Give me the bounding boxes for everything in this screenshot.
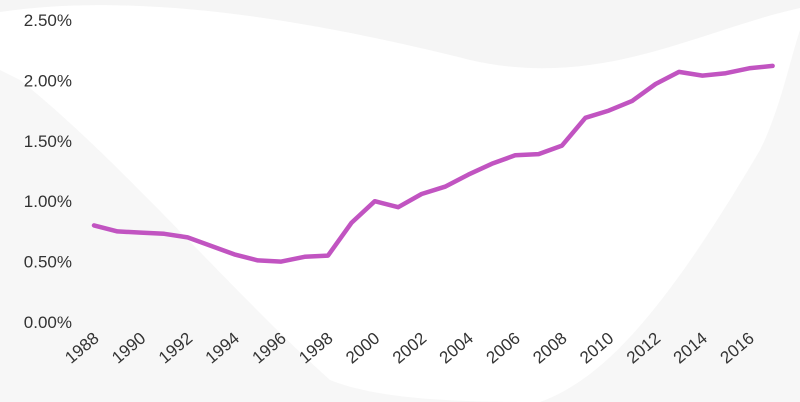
y-tick-label: 0.00%: [24, 313, 72, 332]
x-axis: 1988 1990 1992 1994 1996 1998 2000 2002 2004 2006…: [61, 329, 757, 368]
x-tick-label: 2002: [389, 329, 430, 368]
y-tick-label: 1.00%: [24, 192, 72, 211]
x-tick-label: 1998: [295, 329, 336, 368]
x-tick-label: 2008: [529, 329, 570, 368]
x-tick-label: 2004: [436, 329, 477, 368]
y-tick-label: 2.50%: [24, 11, 72, 30]
y-tick-label: 1.50%: [24, 132, 72, 151]
x-tick-label: 2006: [483, 329, 524, 368]
y-tick-label: 0.50%: [24, 253, 72, 272]
background-swoosh-lower: [0, 30, 800, 402]
background-swoosh: [0, 0, 800, 69]
series-line: [91, 63, 775, 264]
x-tick-label: 2000: [342, 329, 383, 368]
y-tick-label: 2.00%: [24, 71, 72, 90]
y-axis: 0.00% 0.50% 1.00% 1.50% 2.00% 2.50%: [24, 11, 72, 332]
plot-area: [91, 63, 775, 264]
